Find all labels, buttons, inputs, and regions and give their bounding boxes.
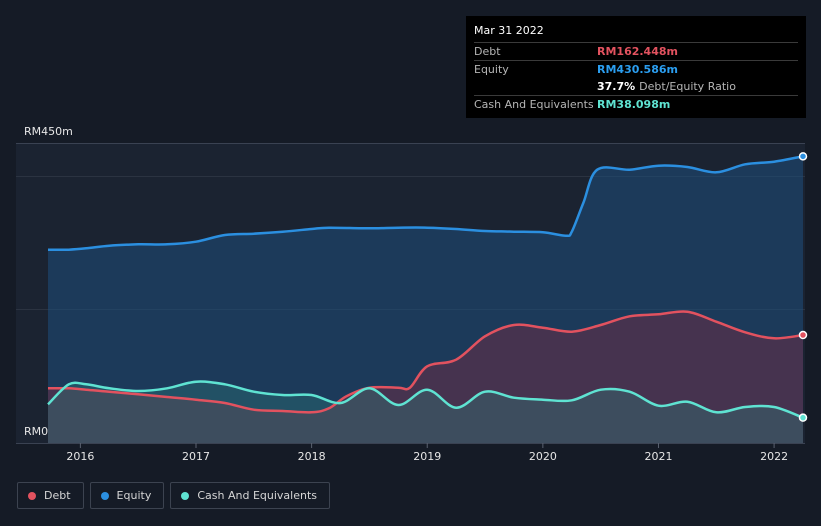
equity-area xyxy=(48,156,803,444)
legend-label-equity: Equity xyxy=(116,489,152,502)
tooltip-debt-value: RM162.448m xyxy=(597,45,678,58)
tooltip-row-debt: Debt RM162.448m xyxy=(474,42,798,60)
cash-area xyxy=(48,381,803,443)
legend-dot-debt-icon xyxy=(28,491,36,500)
hover-tooltip: Mar 31 2022 Debt RM162.448m Equity RM430… xyxy=(466,16,806,118)
tooltip-ratio-value: 37.7% xyxy=(597,80,636,93)
x-tick-label-2020: 2020 xyxy=(529,450,557,463)
tooltip-equity-label: Equity xyxy=(474,63,509,76)
debt-area xyxy=(48,311,803,443)
chart-legend: Debt Equity Cash And Equivalents xyxy=(17,482,330,509)
tooltip-debt-label: Debt xyxy=(474,45,501,58)
y-axis-bottom-label: RM0 xyxy=(24,425,48,438)
x-tick-label-2016: 2016 xyxy=(66,450,94,463)
tooltip-row-ratio: 37.7% Debt/Equity Ratio xyxy=(474,78,798,95)
legend-label-debt: Debt xyxy=(44,489,71,502)
tooltip-row-equity: Equity RM430.586m xyxy=(474,60,798,78)
cash-line xyxy=(47,380,804,419)
tooltip-cash-label: Cash And Equivalents xyxy=(474,98,594,111)
legend-item-equity[interactable]: Equity xyxy=(89,482,165,509)
debt-line xyxy=(47,310,804,414)
tooltip-equity-value: RM430.586m xyxy=(597,63,678,76)
equity-end-marker xyxy=(798,152,808,161)
x-tick-label-2022: 2022 xyxy=(760,450,788,463)
legend-item-cash[interactable]: Cash And Equivalents xyxy=(170,482,330,509)
legend-dot-cash-icon xyxy=(181,491,190,500)
tooltip-row-cash: Cash And Equivalents RM38.098m xyxy=(474,95,798,113)
x-tick-label-2019: 2019 xyxy=(413,450,441,463)
legend-label-cash: Cash And Equivalents xyxy=(197,489,317,502)
x-tick-label-2021: 2021 xyxy=(644,450,672,463)
x-tick-label-2018: 2018 xyxy=(298,450,326,463)
tooltip-cash-value: RM38.098m xyxy=(597,98,671,111)
tooltip-ratio-label: Debt/Equity Ratio xyxy=(639,80,736,93)
y-axis-top-label: RM450m xyxy=(24,125,73,138)
cash-end-marker xyxy=(798,413,808,422)
tooltip-date: Mar 31 2022 xyxy=(474,24,544,37)
legend-dot-equity-icon xyxy=(100,491,109,500)
debt-end-marker xyxy=(798,330,808,340)
legend-item-debt[interactable]: Debt xyxy=(17,482,84,509)
equity-line xyxy=(47,155,804,252)
x-tick-label-2017: 2017 xyxy=(182,450,210,463)
